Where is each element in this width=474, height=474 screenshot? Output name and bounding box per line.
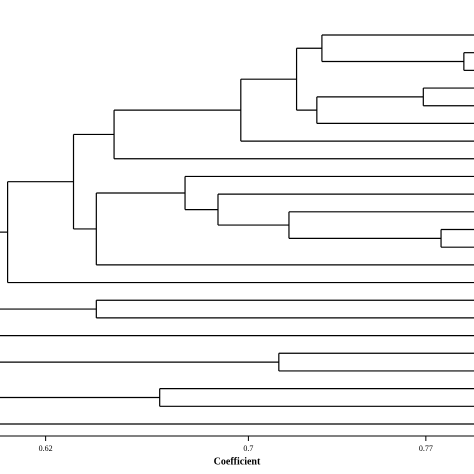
x-axis-label: Coefficient [214, 456, 261, 467]
x-tick-label: 0.77 [419, 444, 433, 453]
x-tick-label: 0.62 [39, 444, 53, 453]
x-tick-label: 0.7 [243, 444, 253, 453]
